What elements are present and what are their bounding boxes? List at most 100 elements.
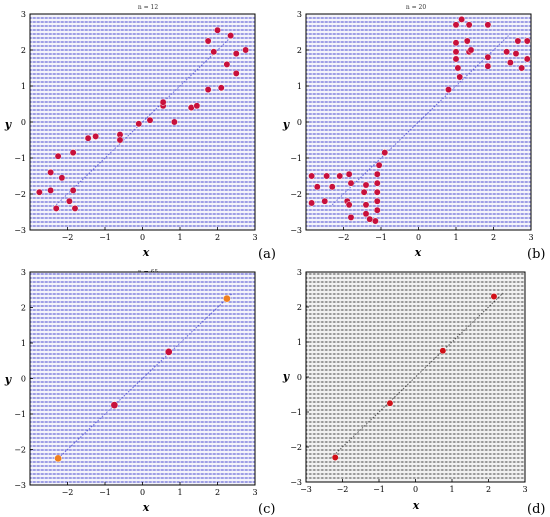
panel-b-y-tick-label: 2 xyxy=(297,46,302,55)
panel-c-point xyxy=(223,294,231,303)
panel-b-point xyxy=(456,73,464,81)
panel-b-point xyxy=(373,170,381,178)
panel-d-y-tick-label: 3 xyxy=(297,268,302,277)
panel-b-point xyxy=(512,50,520,58)
panel-c-y-tick-label: 1 xyxy=(21,339,26,348)
panel-b-point xyxy=(360,188,368,196)
panel-d-point xyxy=(490,293,498,300)
panel-c-label: (c) xyxy=(258,502,275,517)
panel-a-point xyxy=(232,50,240,58)
panel-d-point xyxy=(439,347,447,355)
panel-a-point xyxy=(47,168,55,176)
panel-a-x-tick-label: −2 xyxy=(62,233,74,242)
panel-a-y-tick-label: 2 xyxy=(21,46,26,55)
panel-d-y-tick-label: 0 xyxy=(297,373,302,382)
panel-d-x-tick-label: −1 xyxy=(373,485,385,494)
panel-a-y-tick-label: −1 xyxy=(14,154,26,163)
panel-b-point xyxy=(463,37,471,45)
panel-a-x-label: x xyxy=(142,246,150,259)
panel-a-y-label: y xyxy=(4,118,13,131)
panel-c-x-label: x xyxy=(142,501,150,514)
panel-a-point xyxy=(84,134,92,142)
panel-a-point xyxy=(69,186,77,194)
panel-d-y-tick-label: 2 xyxy=(297,303,302,312)
panel-d-x-tick-label: 2 xyxy=(486,485,491,494)
panel-a-point xyxy=(210,48,218,56)
panel-a-x-tick-label: 1 xyxy=(177,233,182,242)
panel-b-x-tick-label: 3 xyxy=(528,233,533,242)
panel-b-point xyxy=(452,48,460,56)
panel-d-x-tick-label: −3 xyxy=(300,485,312,494)
panel-c-y-tick-label: 0 xyxy=(21,375,26,384)
panel-d-x-tick-label: 1 xyxy=(449,485,454,494)
panel-b-point xyxy=(345,201,353,209)
panel-a-y-tick-label: 1 xyxy=(21,82,26,91)
panel-b-point xyxy=(452,55,460,63)
panel-b-point xyxy=(518,64,526,72)
panel-d-y-tick-label: 1 xyxy=(297,338,302,347)
panel-c-x-tick-label: 2 xyxy=(215,488,220,497)
panel-b-point xyxy=(313,183,321,191)
panel-a-point xyxy=(58,174,66,182)
panel-c-y-tick-label: −3 xyxy=(14,481,26,490)
panel-b-title: n = 20 xyxy=(406,4,427,11)
panel-a-point xyxy=(232,69,240,77)
panel-a-point xyxy=(146,116,154,124)
panel-c-flow-streak xyxy=(55,292,233,461)
panel-b-point xyxy=(336,172,344,180)
panel-b-point xyxy=(467,46,475,54)
panel-b-point xyxy=(454,64,462,72)
panel-b-point xyxy=(452,21,460,29)
panel-b-point xyxy=(308,172,316,180)
panel-c-point xyxy=(110,401,119,409)
panel-a-x-tick-label: −1 xyxy=(99,233,111,242)
panel-c-x-tick-label: 1 xyxy=(177,488,182,497)
panel-c-y-tick-label: 2 xyxy=(21,304,26,313)
panel-b-point xyxy=(523,37,531,45)
panel-b-point xyxy=(328,183,336,191)
panel-d-point xyxy=(386,399,394,407)
panel-b-point xyxy=(366,215,374,223)
panel-d-y-tick-label: −1 xyxy=(290,408,302,417)
panel-a-point xyxy=(52,204,60,212)
panel-c-y-tick-label: −2 xyxy=(14,446,26,455)
panel-b-point xyxy=(381,149,389,157)
panel-a-x-tick-label: 3 xyxy=(252,233,257,242)
panel-a-point xyxy=(135,120,143,128)
panel-b-y-label: y xyxy=(282,118,291,131)
panel-d-y-label: y xyxy=(282,370,291,383)
panel-a-point xyxy=(47,186,55,194)
panel-a-point xyxy=(159,98,167,106)
panel-a-label: (a) xyxy=(258,247,276,262)
panel-b-y-tick-label: −1 xyxy=(290,154,302,163)
panel-d-x-label: x xyxy=(412,499,420,512)
panel-b-point xyxy=(484,53,492,61)
panel-a-point xyxy=(116,136,124,144)
panel-b: n = 20 −2 −1 0 1 2 3 −3 −2 −1 0 1 2 3 x y (b) xyxy=(282,4,546,262)
panel-a-title: n = 12 xyxy=(138,4,159,11)
panel-b-point xyxy=(445,86,452,94)
panel-a-point xyxy=(204,37,212,45)
panel-d-y-tick-label: −3 xyxy=(290,478,302,487)
panel-a-point xyxy=(92,132,100,140)
panel-b-point xyxy=(375,161,383,169)
panel-b-y-tick-label: −2 xyxy=(290,190,302,199)
panel-a-point xyxy=(227,32,235,40)
panel-b-x-label: x xyxy=(414,246,422,259)
panel-d-x-tick-label: 0 xyxy=(413,485,418,494)
panel-a-point xyxy=(214,26,221,34)
panel-b-point xyxy=(308,199,316,207)
panel-b-point xyxy=(465,21,473,29)
panel-c-x-tick-label: −1 xyxy=(99,488,111,497)
panel-b-point xyxy=(373,179,381,187)
panel-b-point xyxy=(362,201,370,209)
panel-b-point xyxy=(484,62,492,70)
panel-a-point xyxy=(69,149,77,157)
panel-c-point xyxy=(164,348,173,356)
panel-d-label: (d) xyxy=(527,502,545,517)
panel-b-point xyxy=(373,206,381,214)
panel-a-point xyxy=(35,188,43,196)
panel-c-y-tick-label: 3 xyxy=(21,268,26,277)
